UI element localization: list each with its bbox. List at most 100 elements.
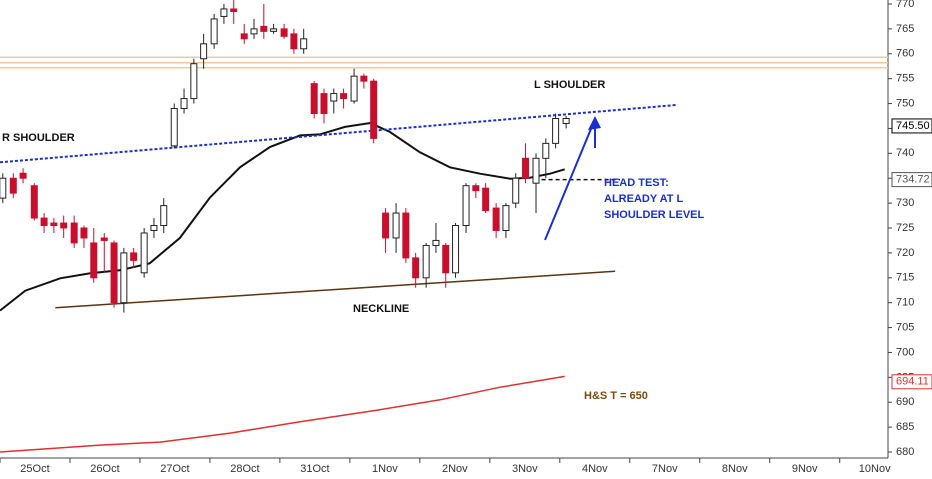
x-tick-label: 26Oct: [90, 463, 119, 475]
x-tick-label: 3Nov: [512, 463, 538, 475]
candle: [250, 18, 258, 39]
candle-body: [522, 157, 530, 179]
x-tick-label: 2Nov: [442, 463, 468, 475]
candle-body: [240, 33, 248, 40]
candle-body: [472, 185, 480, 192]
candle: [160, 198, 168, 233]
annotation-arrows: [544, 116, 601, 241]
candle: [432, 223, 440, 253]
candle: [140, 228, 148, 278]
y-tick-label: 715: [896, 272, 914, 284]
y-tick-label: 770: [896, 0, 914, 10]
candle-body: [412, 257, 420, 279]
candle: [522, 143, 530, 184]
price-label: 734.72: [896, 174, 930, 186]
candle: [532, 153, 540, 214]
candle-body: [270, 28, 278, 32]
candle: [502, 203, 510, 238]
candle-body: [120, 252, 128, 304]
y-tick-label: 730: [896, 197, 914, 209]
candle: [392, 203, 400, 253]
candle: [110, 240, 118, 308]
annotation: HEAD TEST:: [604, 177, 669, 189]
candle-body: [422, 244, 430, 279]
candle-body: [150, 225, 158, 231]
x-tick-label: 28Oct: [230, 463, 259, 475]
candle: [30, 183, 38, 221]
candle: [90, 228, 98, 283]
candle-body: [320, 93, 328, 115]
candle: [562, 115, 570, 129]
candle: [452, 223, 460, 278]
candle-body: [392, 212, 400, 239]
candle: [210, 13, 218, 49]
candle: [382, 208, 390, 253]
annotation: L SHOULDER: [534, 79, 605, 91]
candle-body: [230, 8, 238, 12]
candle: [190, 58, 198, 104]
candle: [150, 218, 158, 238]
candle: [472, 183, 480, 199]
x-tick-label: 1Nov: [372, 463, 398, 475]
candle: [19, 168, 27, 184]
candle: [542, 138, 550, 179]
candle: [9, 173, 17, 199]
candle: [402, 208, 410, 263]
annotation: SHOULDER LEVEL: [604, 209, 705, 221]
overlay-line: [0, 104, 677, 164]
candle-body: [552, 117, 560, 144]
candle-body: [90, 242, 98, 279]
candle: [370, 78, 378, 144]
candle-body: [452, 225, 460, 274]
candle-body: [19, 172, 27, 179]
x-tick-label: 9Nov: [792, 463, 818, 475]
candle-body: [330, 93, 338, 102]
candle-body: [532, 157, 540, 184]
y-tick-label: 755: [896, 73, 914, 85]
candle: [350, 68, 358, 104]
candle-body: [70, 222, 78, 244]
candle-body: [100, 237, 108, 241]
candle-body: [432, 239, 440, 246]
candle-body: [250, 28, 258, 35]
y-tick-label: 680: [896, 446, 914, 458]
candle: [40, 213, 48, 233]
x-tick-label: 31Oct: [300, 463, 329, 475]
candle-body: [180, 98, 188, 110]
candle: [120, 247, 128, 313]
price-label: 745.50: [896, 120, 930, 132]
candle: [492, 203, 500, 238]
candle: [220, 3, 228, 24]
candle: [50, 218, 58, 233]
x-tick-label: 25Oct: [20, 463, 49, 475]
y-tick-label: 740: [896, 147, 914, 159]
candle: [412, 252, 420, 288]
candle-body: [290, 33, 298, 50]
candle: [422, 242, 430, 288]
candle: [280, 23, 288, 39]
candle-body: [382, 212, 390, 239]
candle-body: [80, 227, 88, 239]
x-tick-label: 10Nov: [859, 463, 891, 475]
annotation: H&S T = 650: [584, 390, 648, 402]
candle-body: [30, 185, 38, 219]
y-tick-label: 705: [896, 321, 914, 333]
annotation: NECKLINE: [353, 303, 409, 315]
candle: [230, 0, 238, 24]
candle: [270, 23, 278, 34]
arrow-head: [588, 116, 601, 130]
candle: [360, 73, 368, 89]
candle-body: [402, 212, 410, 259]
annotation: R SHOULDER: [2, 132, 75, 144]
candle: [80, 225, 88, 248]
candle-body: [502, 205, 510, 231]
y-tick-label: 710: [896, 297, 914, 309]
candle-body: [130, 252, 138, 261]
overlay-line: [0, 121, 565, 312]
candle-body: [300, 38, 308, 50]
candle: [300, 28, 308, 54]
y-tick-label: 760: [896, 48, 914, 60]
candle: [170, 103, 178, 149]
